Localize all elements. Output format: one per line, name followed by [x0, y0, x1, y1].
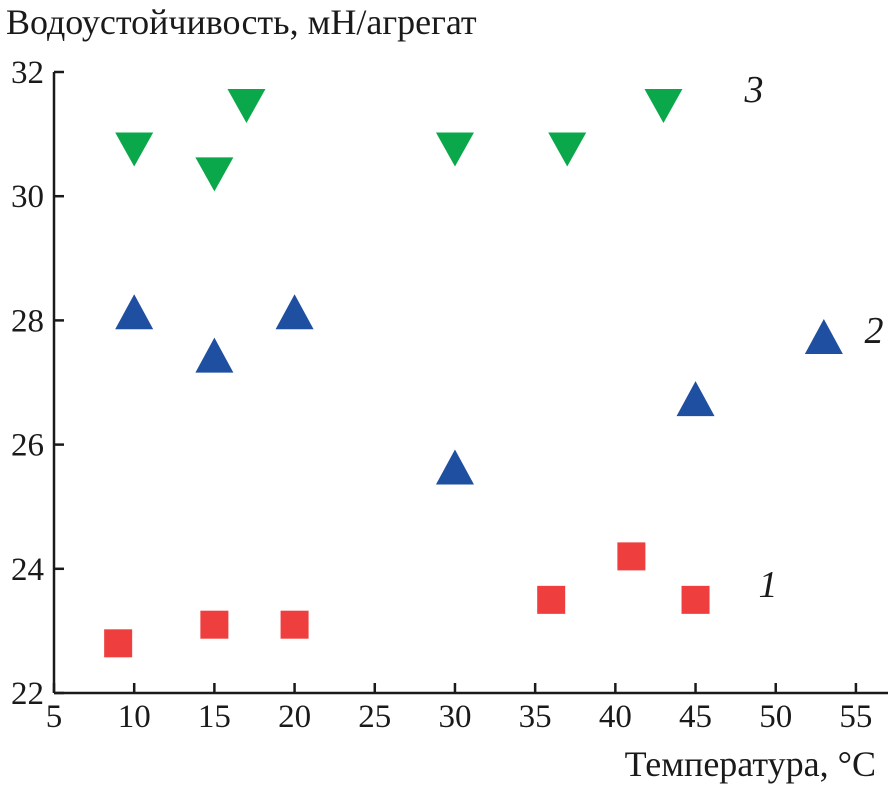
- y-tick-label: 24: [11, 552, 44, 588]
- y-axis-title: Водоустойчивость, мН/агрегат: [6, 2, 477, 42]
- x-tick-label: 35: [519, 699, 552, 735]
- point-series-1: [537, 585, 566, 614]
- point-series-2: [435, 449, 474, 485]
- point-series-1: [681, 585, 710, 614]
- x-tick-label: 25: [358, 699, 391, 735]
- x-tick-label: 5: [46, 699, 63, 735]
- ticks: 5 10 15 20 25 30 35 40 45 50 55 22 24 26 28 30 32: [11, 55, 872, 735]
- point-series-2: [115, 294, 154, 330]
- point-series-1: [280, 610, 309, 639]
- y-tick-label: 26: [11, 428, 44, 464]
- series-label-3: 3: [744, 69, 764, 111]
- point-series-2: [195, 337, 234, 373]
- x-tick-label: 15: [198, 699, 231, 735]
- y-tick-label: 32: [11, 55, 44, 91]
- point-series-3: [195, 157, 234, 192]
- point-series-1: [617, 542, 646, 571]
- x-tick-label: 30: [438, 699, 471, 735]
- point-series-2: [275, 294, 314, 330]
- point-series-1: [200, 610, 229, 639]
- x-tick-label: 45: [679, 699, 712, 735]
- x-tick-label: 10: [118, 699, 151, 735]
- x-tick-label: 55: [839, 699, 872, 735]
- data-points: [104, 89, 843, 658]
- series-label-1: 1: [759, 564, 778, 606]
- point-series-2: [804, 319, 843, 355]
- x-tick-label: 40: [599, 699, 632, 735]
- axes: [52, 72, 888, 695]
- x-tick-label: 20: [278, 699, 311, 735]
- point-series-2: [676, 381, 715, 417]
- point-series-3: [227, 89, 266, 124]
- y-tick-label: 30: [11, 179, 44, 215]
- series-label-2: 2: [865, 310, 884, 352]
- point-series-3: [115, 132, 154, 167]
- y-tick-label: 28: [11, 303, 44, 339]
- x-axis-title: Температура, °С: [625, 744, 876, 784]
- point-series-1: [104, 629, 133, 658]
- point-series-3: [644, 89, 683, 124]
- series-labels: 1 2 3: [744, 69, 884, 606]
- y-tick-label: 22: [11, 676, 44, 712]
- point-series-3: [548, 132, 587, 167]
- x-tick-label: 50: [759, 699, 792, 735]
- point-series-3: [435, 132, 474, 167]
